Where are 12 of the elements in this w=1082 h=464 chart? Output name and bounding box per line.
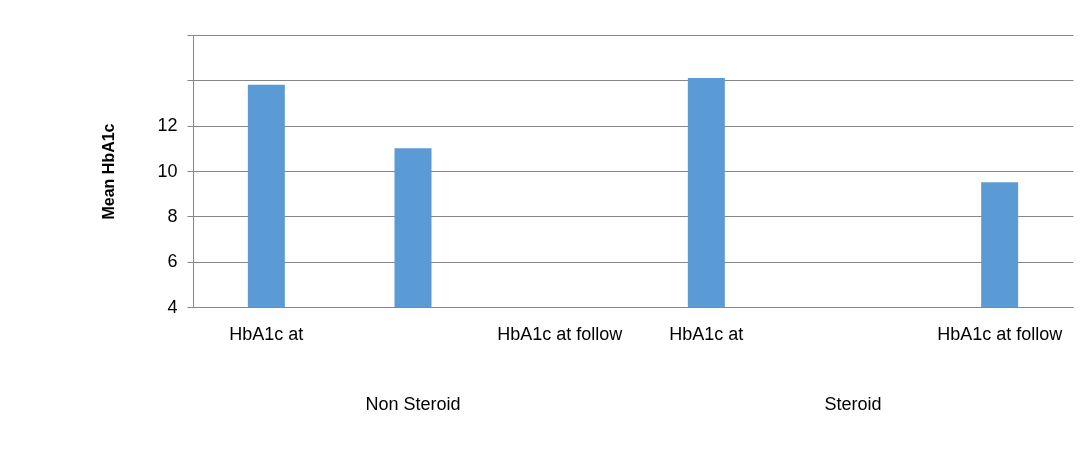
- text: Steroid: [824, 394, 882, 414]
- x-tick-label: HbA1c at: [669, 323, 744, 344]
- y-tick-label: 6: [167, 251, 178, 272]
- y-axis-title: Mean HbA1c: [100, 123, 118, 220]
- x-tick-label: HbA1c at: [229, 323, 304, 344]
- text: Non Steroid: [365, 394, 461, 414]
- y-tick-label: 12: [157, 115, 178, 136]
- x-tick-label: HbA1c at follow: [937, 323, 1064, 344]
- x-tick-label: HbA1c at follow: [497, 323, 624, 344]
- y-tick-label: 10: [157, 160, 178, 181]
- y-tick-label: 8: [167, 205, 178, 226]
- y-tick-label: 4: [167, 296, 178, 317]
